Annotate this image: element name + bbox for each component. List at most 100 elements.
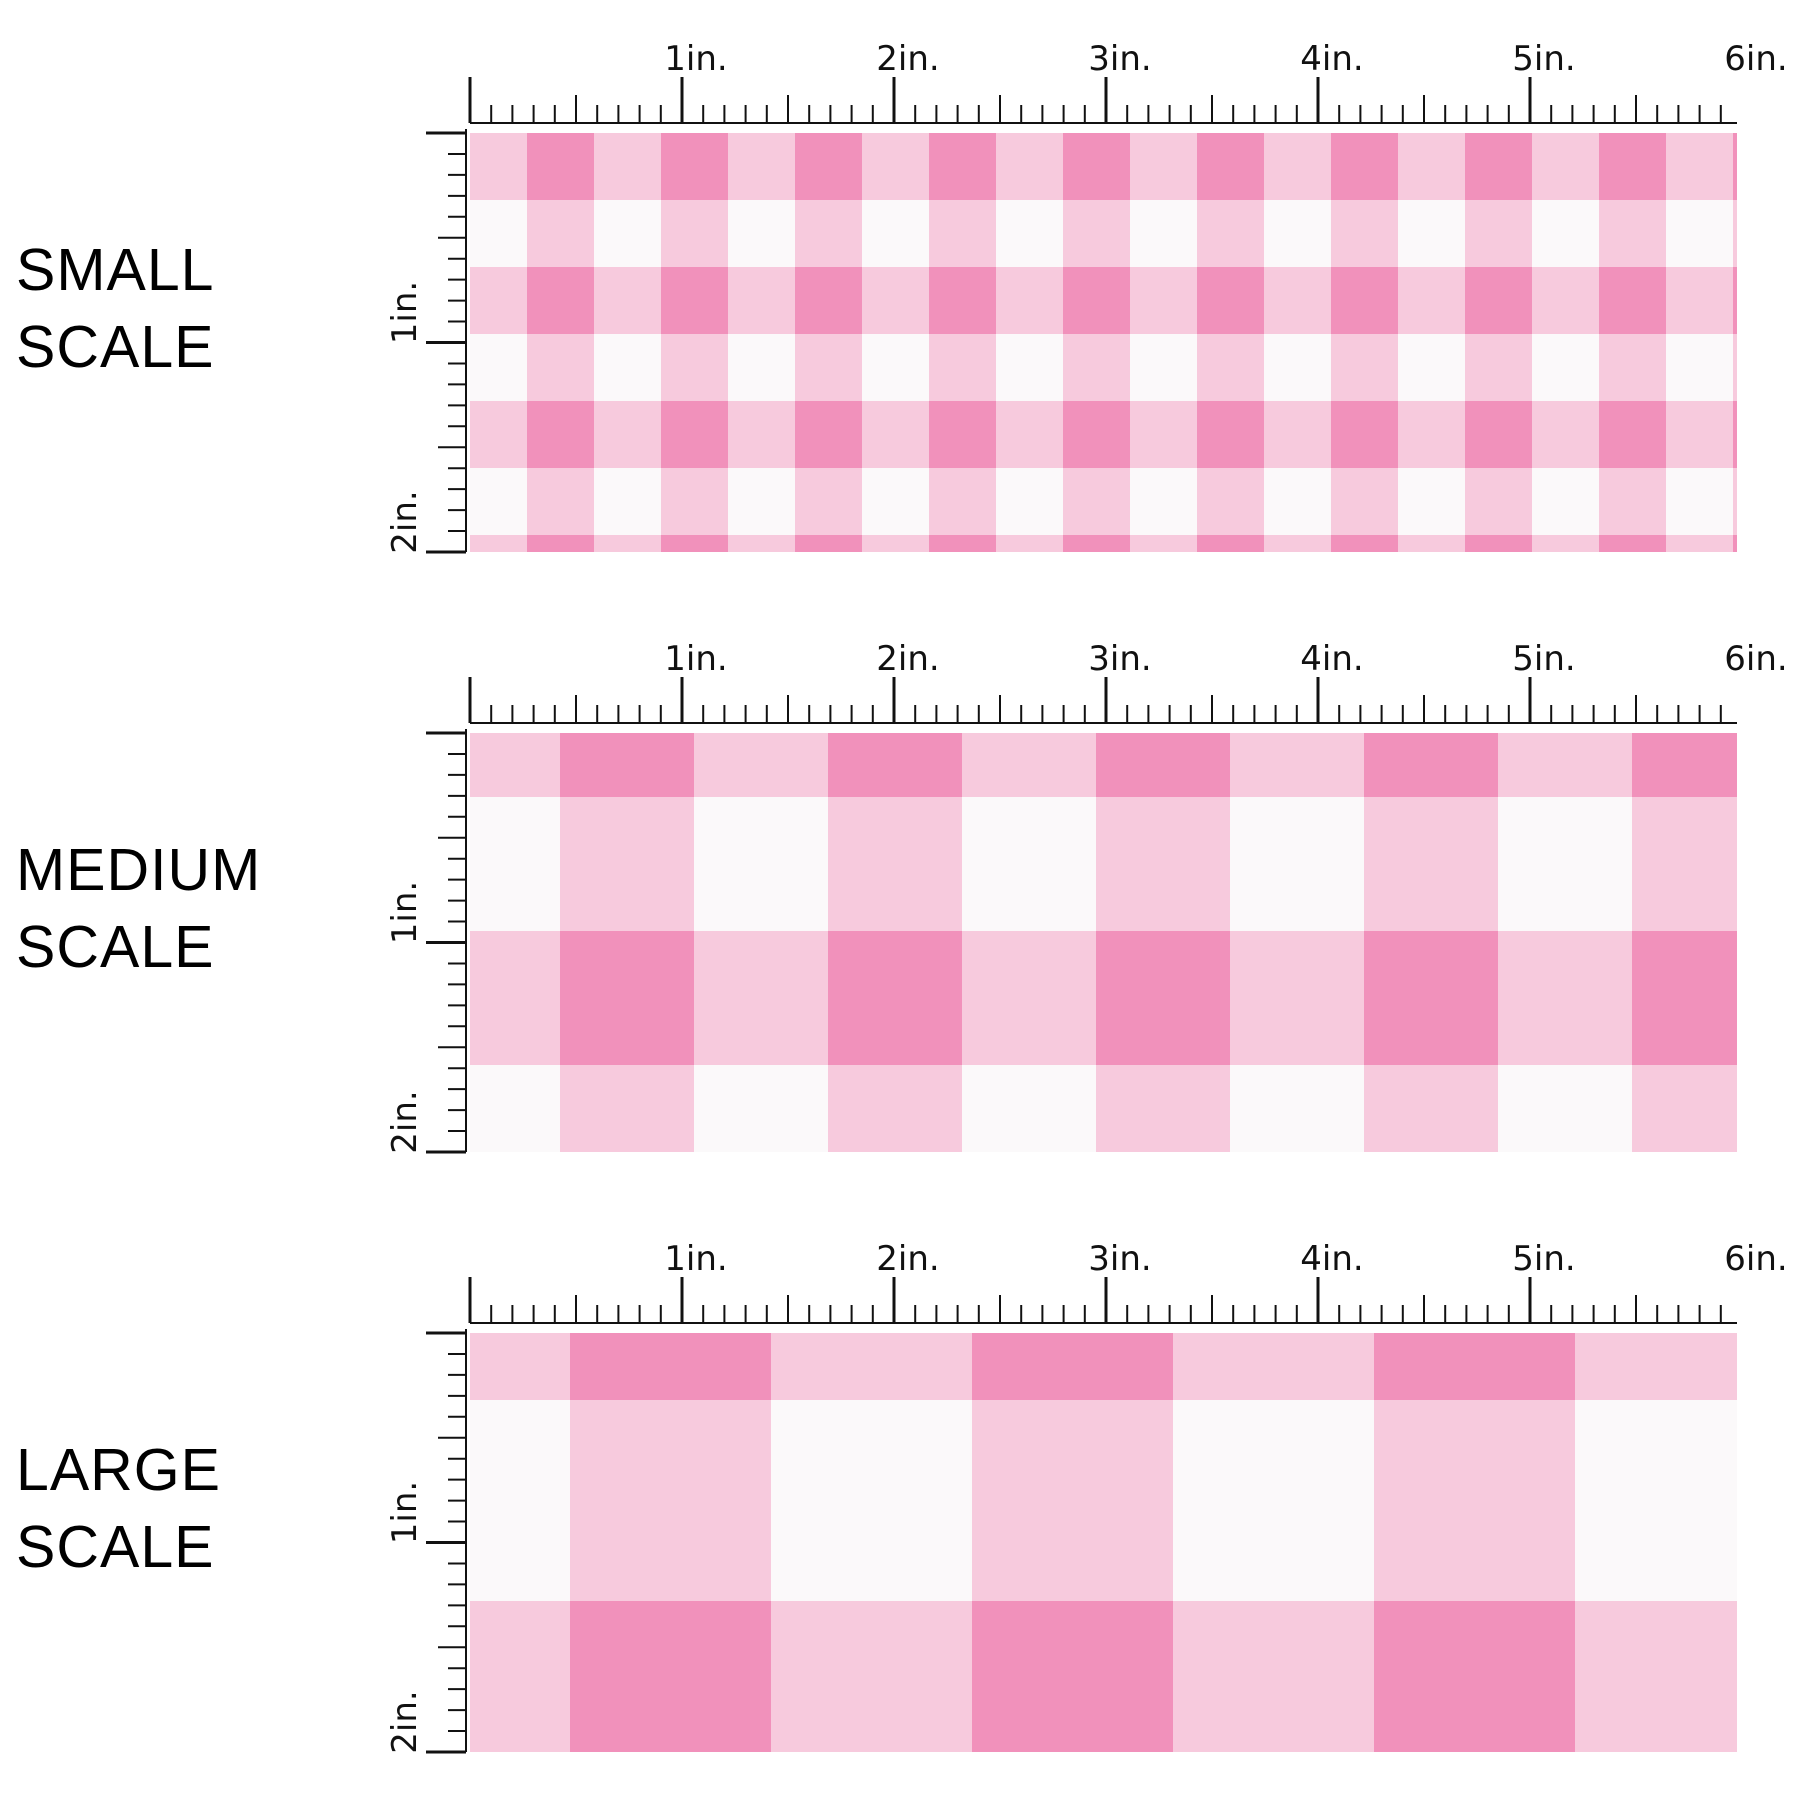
side-ruler-unit-label: 2in.: [385, 1690, 425, 1753]
gingham-check: [1733, 200, 1737, 268]
gingham-check: [1666, 401, 1734, 469]
ruler-unit-label: 6in.: [1724, 39, 1787, 79]
gingham-check: [1599, 267, 1667, 335]
gingham-check: [929, 468, 997, 536]
gingham-check: [771, 1601, 973, 1752]
gingham-check: [795, 334, 863, 402]
gingham-check: [694, 797, 829, 932]
gingham-check: [1666, 468, 1734, 536]
gingham-check: [1666, 334, 1734, 402]
ruler-unit-label: 2in.: [876, 1239, 939, 1279]
gingham-check: [862, 200, 930, 268]
gingham-check: [862, 468, 930, 536]
gingham-check: [771, 1400, 973, 1602]
gingham-check: [1063, 401, 1131, 469]
gingham-check: [1374, 1333, 1576, 1401]
side-ruler-unit-label: 2in.: [385, 490, 425, 553]
gingham-check: [929, 267, 997, 335]
gingham-check: [1532, 133, 1600, 201]
gingham-check: [594, 334, 662, 402]
gingham-check: [962, 1065, 1097, 1152]
gingham-check: [470, 1333, 571, 1401]
medium-scale-label-line1: MEDIUM: [16, 837, 262, 903]
gingham-check: [1465, 468, 1533, 536]
gingham-check: [1264, 468, 1332, 536]
gingham-check: [1465, 267, 1533, 335]
ruler-unit-label: 6in.: [1724, 639, 1787, 679]
gingham-check: [996, 401, 1064, 469]
gingham-check: [594, 535, 662, 552]
gingham-check: [1632, 1065, 1737, 1152]
gingham-check: [1130, 200, 1198, 268]
gingham-check: [1264, 267, 1332, 335]
gingham-check: [1532, 334, 1600, 402]
gingham-check: [972, 1333, 1174, 1401]
gingham-check: [929, 535, 997, 552]
gingham-check: [1197, 267, 1265, 335]
gingham-check: [1666, 535, 1734, 552]
gingham-check: [1532, 200, 1600, 268]
gingham-check: [1197, 133, 1265, 201]
gingham-check: [1733, 468, 1737, 536]
gingham-check: [1130, 468, 1198, 536]
gingham-check: [1130, 401, 1198, 469]
side-ruler-unit-label: 1in.: [385, 1481, 425, 1544]
gingham-check: [1733, 401, 1737, 469]
gingham-check: [527, 200, 595, 268]
gingham-check: [862, 401, 930, 469]
gingham-check: [1063, 267, 1131, 335]
gingham-check: [795, 401, 863, 469]
gingham-check: [1398, 200, 1466, 268]
gingham-check: [1465, 401, 1533, 469]
gingham-check: [470, 267, 528, 335]
large-scale-section: LARGE SCALE 1in. 2in. 3in. 4in. 5in. 6in. 1in.…: [0, 1200, 1800, 1800]
gingham-check: [1733, 267, 1737, 335]
gingham-check: [594, 200, 662, 268]
gingham-check: [527, 468, 595, 536]
ruler-unit-label: 1in.: [664, 1239, 727, 1279]
gingham-check: [470, 1601, 571, 1752]
ruler-unit-label: 4in.: [1300, 39, 1363, 79]
gingham-check: [828, 1065, 963, 1152]
gingham-check: [1197, 468, 1265, 536]
gingham-check: [996, 200, 1064, 268]
gingham-check: [1096, 1065, 1231, 1152]
gingham-check: [1398, 267, 1466, 335]
large-scale-swatch: 1in. 2in. 3in. 4in. 5in. 6in. 1in. 2in.: [0, 1200, 1800, 1800]
gingham-check: [594, 468, 662, 536]
gingham-check: [594, 133, 662, 201]
gingham-check: [1733, 334, 1737, 402]
gingham-check: [1230, 931, 1365, 1066]
ruler-unit-label: 3in.: [1088, 39, 1151, 79]
gingham-check: [728, 401, 796, 469]
gingham-check: [560, 1065, 695, 1152]
gingham-check: [661, 267, 729, 335]
small-scale-label: SMALL SCALE: [16, 232, 214, 386]
gingham-check: [1398, 133, 1466, 201]
gingham-check: [862, 133, 930, 201]
ruler-unit-label: 2in.: [876, 39, 939, 79]
large-gingham-pattern: [470, 1333, 1737, 1752]
medium-scale-label: MEDIUM SCALE: [16, 832, 261, 986]
gingham-check: [929, 401, 997, 469]
gingham-check: [1063, 468, 1131, 536]
side-ruler-unit-label: 1in.: [385, 281, 425, 344]
gingham-check: [1632, 931, 1737, 1066]
gingham-check: [1364, 733, 1499, 798]
gingham-check: [1599, 535, 1667, 552]
gingham-check: [1096, 733, 1231, 798]
ruler-unit-label: 1in.: [664, 639, 727, 679]
gingham-check: [862, 267, 930, 335]
gingham-check: [661, 535, 729, 552]
gingham-check: [1230, 1065, 1365, 1152]
gingham-check: [728, 334, 796, 402]
gingham-check: [560, 931, 695, 1066]
gingham-check: [795, 200, 863, 268]
gingham-check: [1465, 334, 1533, 402]
gingham-check: [470, 401, 528, 469]
small-scale-label-line2: SCALE: [16, 314, 215, 380]
gingham-check: [527, 267, 595, 335]
large-scale-label: LARGE SCALE: [16, 1432, 221, 1586]
gingham-check: [1364, 931, 1499, 1066]
gingham-check: [828, 931, 963, 1066]
